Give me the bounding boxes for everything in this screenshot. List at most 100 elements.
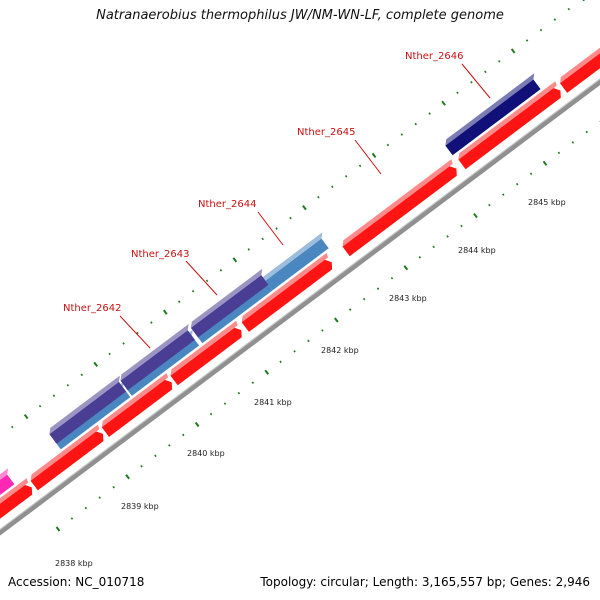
label-leaders (119, 63, 491, 349)
kbp-label: 2842 kbp (321, 346, 359, 355)
inner-ring-minor-tick (515, 182, 519, 186)
inner-ring-minor-tick (529, 172, 533, 176)
inner-ring-minor-tick (112, 485, 115, 489)
gene-purple-1-top (49, 375, 120, 435)
inner-ring-major-tick (55, 526, 61, 532)
outer-ring-minor-tick (456, 91, 459, 94)
gene-purple-3-top (190, 268, 263, 328)
outer-ring-major-tick (232, 257, 238, 263)
cds-arrow-3-top (101, 373, 169, 428)
cds-arrow-8 (560, 53, 600, 93)
gene-purple-2-top (120, 324, 189, 381)
inner-ring-minor-tick (279, 360, 282, 364)
outer-ring-minor-tick (428, 112, 431, 115)
cds-arrow-6 (342, 166, 457, 257)
cds-arrow-5-top (241, 252, 329, 323)
inner-ring-minor-tick (140, 465, 143, 468)
outer-ring-minor-tick (38, 404, 42, 408)
inner-ring-major-tick (194, 421, 200, 428)
inner-ring-minor-tick (432, 245, 435, 249)
inner-ring-minor-tick (418, 256, 422, 259)
inner-ring-major-tick (403, 265, 409, 271)
backbone (0, 78, 600, 536)
outer-tick-ring (10, 0, 586, 429)
kbp-label: 2838 kbp (55, 559, 93, 568)
kbp-label: 2839 kbp (121, 502, 159, 511)
inner-ring-minor-tick (571, 141, 575, 144)
label-leader-line (185, 260, 218, 296)
gene-steel-4 (265, 238, 329, 291)
inner-ring-minor-tick (293, 350, 296, 353)
cds-arrow-4-top (170, 320, 238, 376)
label-leader-line (119, 315, 151, 349)
outer-ring-minor-tick (52, 394, 56, 397)
inner-ring-minor-tick (376, 287, 380, 290)
outer-ring-minor-tick (289, 216, 292, 220)
cds-arrow-1-top (0, 478, 29, 504)
outer-ring-minor-tick (275, 227, 278, 230)
gene-steel-2 (124, 335, 200, 396)
outer-ring-minor-tick (400, 133, 404, 136)
inner-ring-minor-tick (390, 276, 394, 280)
kbp-label: 2843 kbp (389, 294, 427, 303)
gene-labels: Nther_2642 Nther_2643 Nther_2644 Nther_2645… (63, 51, 463, 314)
inner-ring-minor-tick (70, 517, 74, 520)
outer-ring-minor-tick (261, 237, 264, 241)
inner-ring-minor-tick (488, 203, 491, 207)
kbp-label: 2845 kbp (528, 198, 566, 207)
inner-ring-minor-tick (321, 329, 324, 332)
outer-ring-minor-tick (344, 175, 348, 178)
gene-label: Nther_2644 (198, 199, 256, 210)
genome-summary: Topology: circular; Length: 3,165,557 bp… (260, 575, 590, 589)
gene-steel-3 (195, 280, 273, 344)
accession-label: Accession: NC_010718 (8, 575, 145, 589)
outer-ring-major-tick (162, 309, 168, 315)
outer-ring-minor-tick (484, 70, 487, 74)
inner-ring-minor-tick (585, 130, 589, 134)
cds-arrow-7 (458, 88, 561, 170)
inner-ring-minor-tick (84, 506, 88, 510)
outer-ring-major-tick (582, 0, 586, 2)
kbp-label: 2844 kbp (458, 246, 496, 255)
inner-ring-major-tick (333, 317, 339, 323)
outer-ring-minor-tick (122, 342, 125, 345)
inner-ring-minor-tick (209, 412, 213, 416)
inner-ring-minor-tick (460, 224, 463, 228)
outer-ring-major-tick (23, 413, 29, 420)
inner-ring-minor-tick (223, 402, 227, 405)
outer-ring-minor-tick (498, 60, 501, 63)
label-leader-line (257, 211, 284, 246)
cds-arrow-7-top (458, 81, 557, 160)
outer-ring-major-tick (441, 100, 446, 106)
outer-ring-minor-tick (331, 185, 334, 189)
outer-ring-minor-tick (553, 18, 557, 21)
kbp-labels: 2838 kbp 2839 kbp 2840 kbp 2841 kbp 2842 kbp… (55, 198, 566, 568)
gene-label: Nther_2643 (131, 249, 189, 260)
outer-ring-minor-tick (567, 7, 571, 11)
inner-ring-major-tick (264, 369, 270, 375)
outer-ring-minor-tick (66, 383, 70, 387)
outer-ring-major-tick (93, 361, 99, 367)
gene-navy (445, 79, 541, 156)
outer-ring-major-tick (302, 205, 307, 211)
gene-steel-4-top (265, 232, 323, 281)
outer-ring-minor-tick (10, 425, 14, 429)
outer-ring-minor-tick (539, 28, 543, 32)
inner-ring-minor-tick (98, 496, 101, 499)
inner-ring-major-tick (542, 160, 548, 166)
inner-tick-ring (55, 120, 600, 532)
feature-track (0, 47, 600, 519)
outer-ring-minor-tick (205, 279, 209, 283)
inner-ring-minor-tick (154, 454, 157, 458)
label-leader-line (354, 139, 382, 175)
cds-arrow-1 (0, 485, 33, 519)
gene-label: Nther_2646 (405, 51, 463, 62)
backbone-highlight (0, 78, 600, 531)
outer-ring-minor-tick (219, 269, 223, 272)
outer-ring-major-tick (371, 152, 377, 159)
inner-ring-minor-tick (237, 391, 241, 395)
map-title: Natranaerobius thermophilus JW/NM-WN-LF,… (96, 8, 504, 23)
inner-ring-minor-tick (502, 193, 505, 196)
gene-purple-2 (120, 330, 195, 391)
